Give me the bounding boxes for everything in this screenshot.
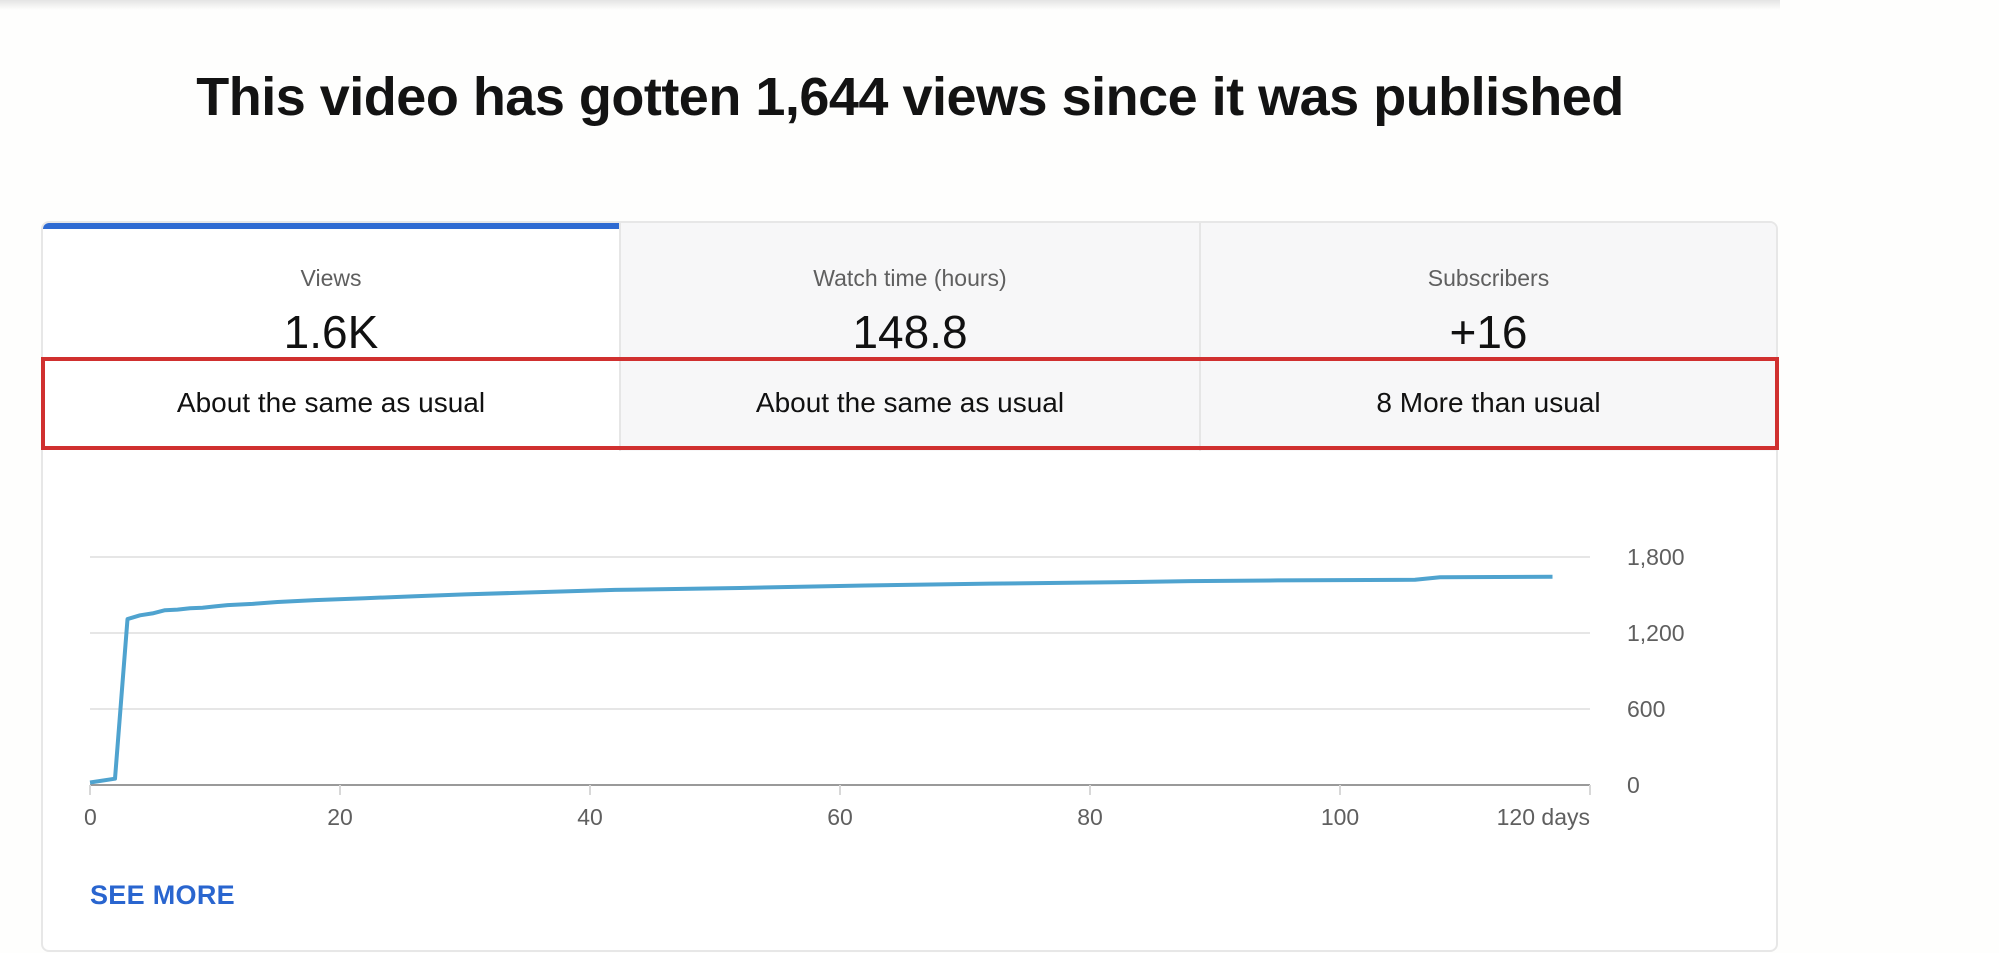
tab-label: Watch time (hours): [813, 265, 1007, 291]
tab-label: Views: [300, 265, 362, 291]
tab-value: 1.6K: [283, 306, 379, 358]
see-more-button[interactable]: SEE MORE: [90, 880, 235, 910]
analytics-card: Views 1.6K About the same as usual Watch…: [41, 221, 1778, 952]
tab-subscribers[interactable]: Subscribers +16 8 More than usual: [1201, 223, 1776, 451]
tab-comparison: 8 More than usual: [1376, 387, 1601, 418]
tab-value: 148.8: [852, 306, 968, 358]
tab-comparison: About the same as usual: [176, 387, 486, 418]
tab-comparison: About the same as usual: [755, 387, 1065, 418]
metric-tabs: Views 1.6K About the same as usual Watch…: [43, 223, 1776, 451]
tab-label: Subscribers: [1427, 265, 1550, 291]
tab-views[interactable]: Views 1.6K About the same as usual: [43, 223, 621, 451]
page-title: This video has gotten 1,644 views since …: [196, 67, 1624, 127]
top-shadow: [0, 0, 1780, 10]
tab-value: +16: [1449, 306, 1528, 358]
tab-watch-time[interactable]: Watch time (hours) 148.8 About the same …: [621, 223, 1201, 451]
